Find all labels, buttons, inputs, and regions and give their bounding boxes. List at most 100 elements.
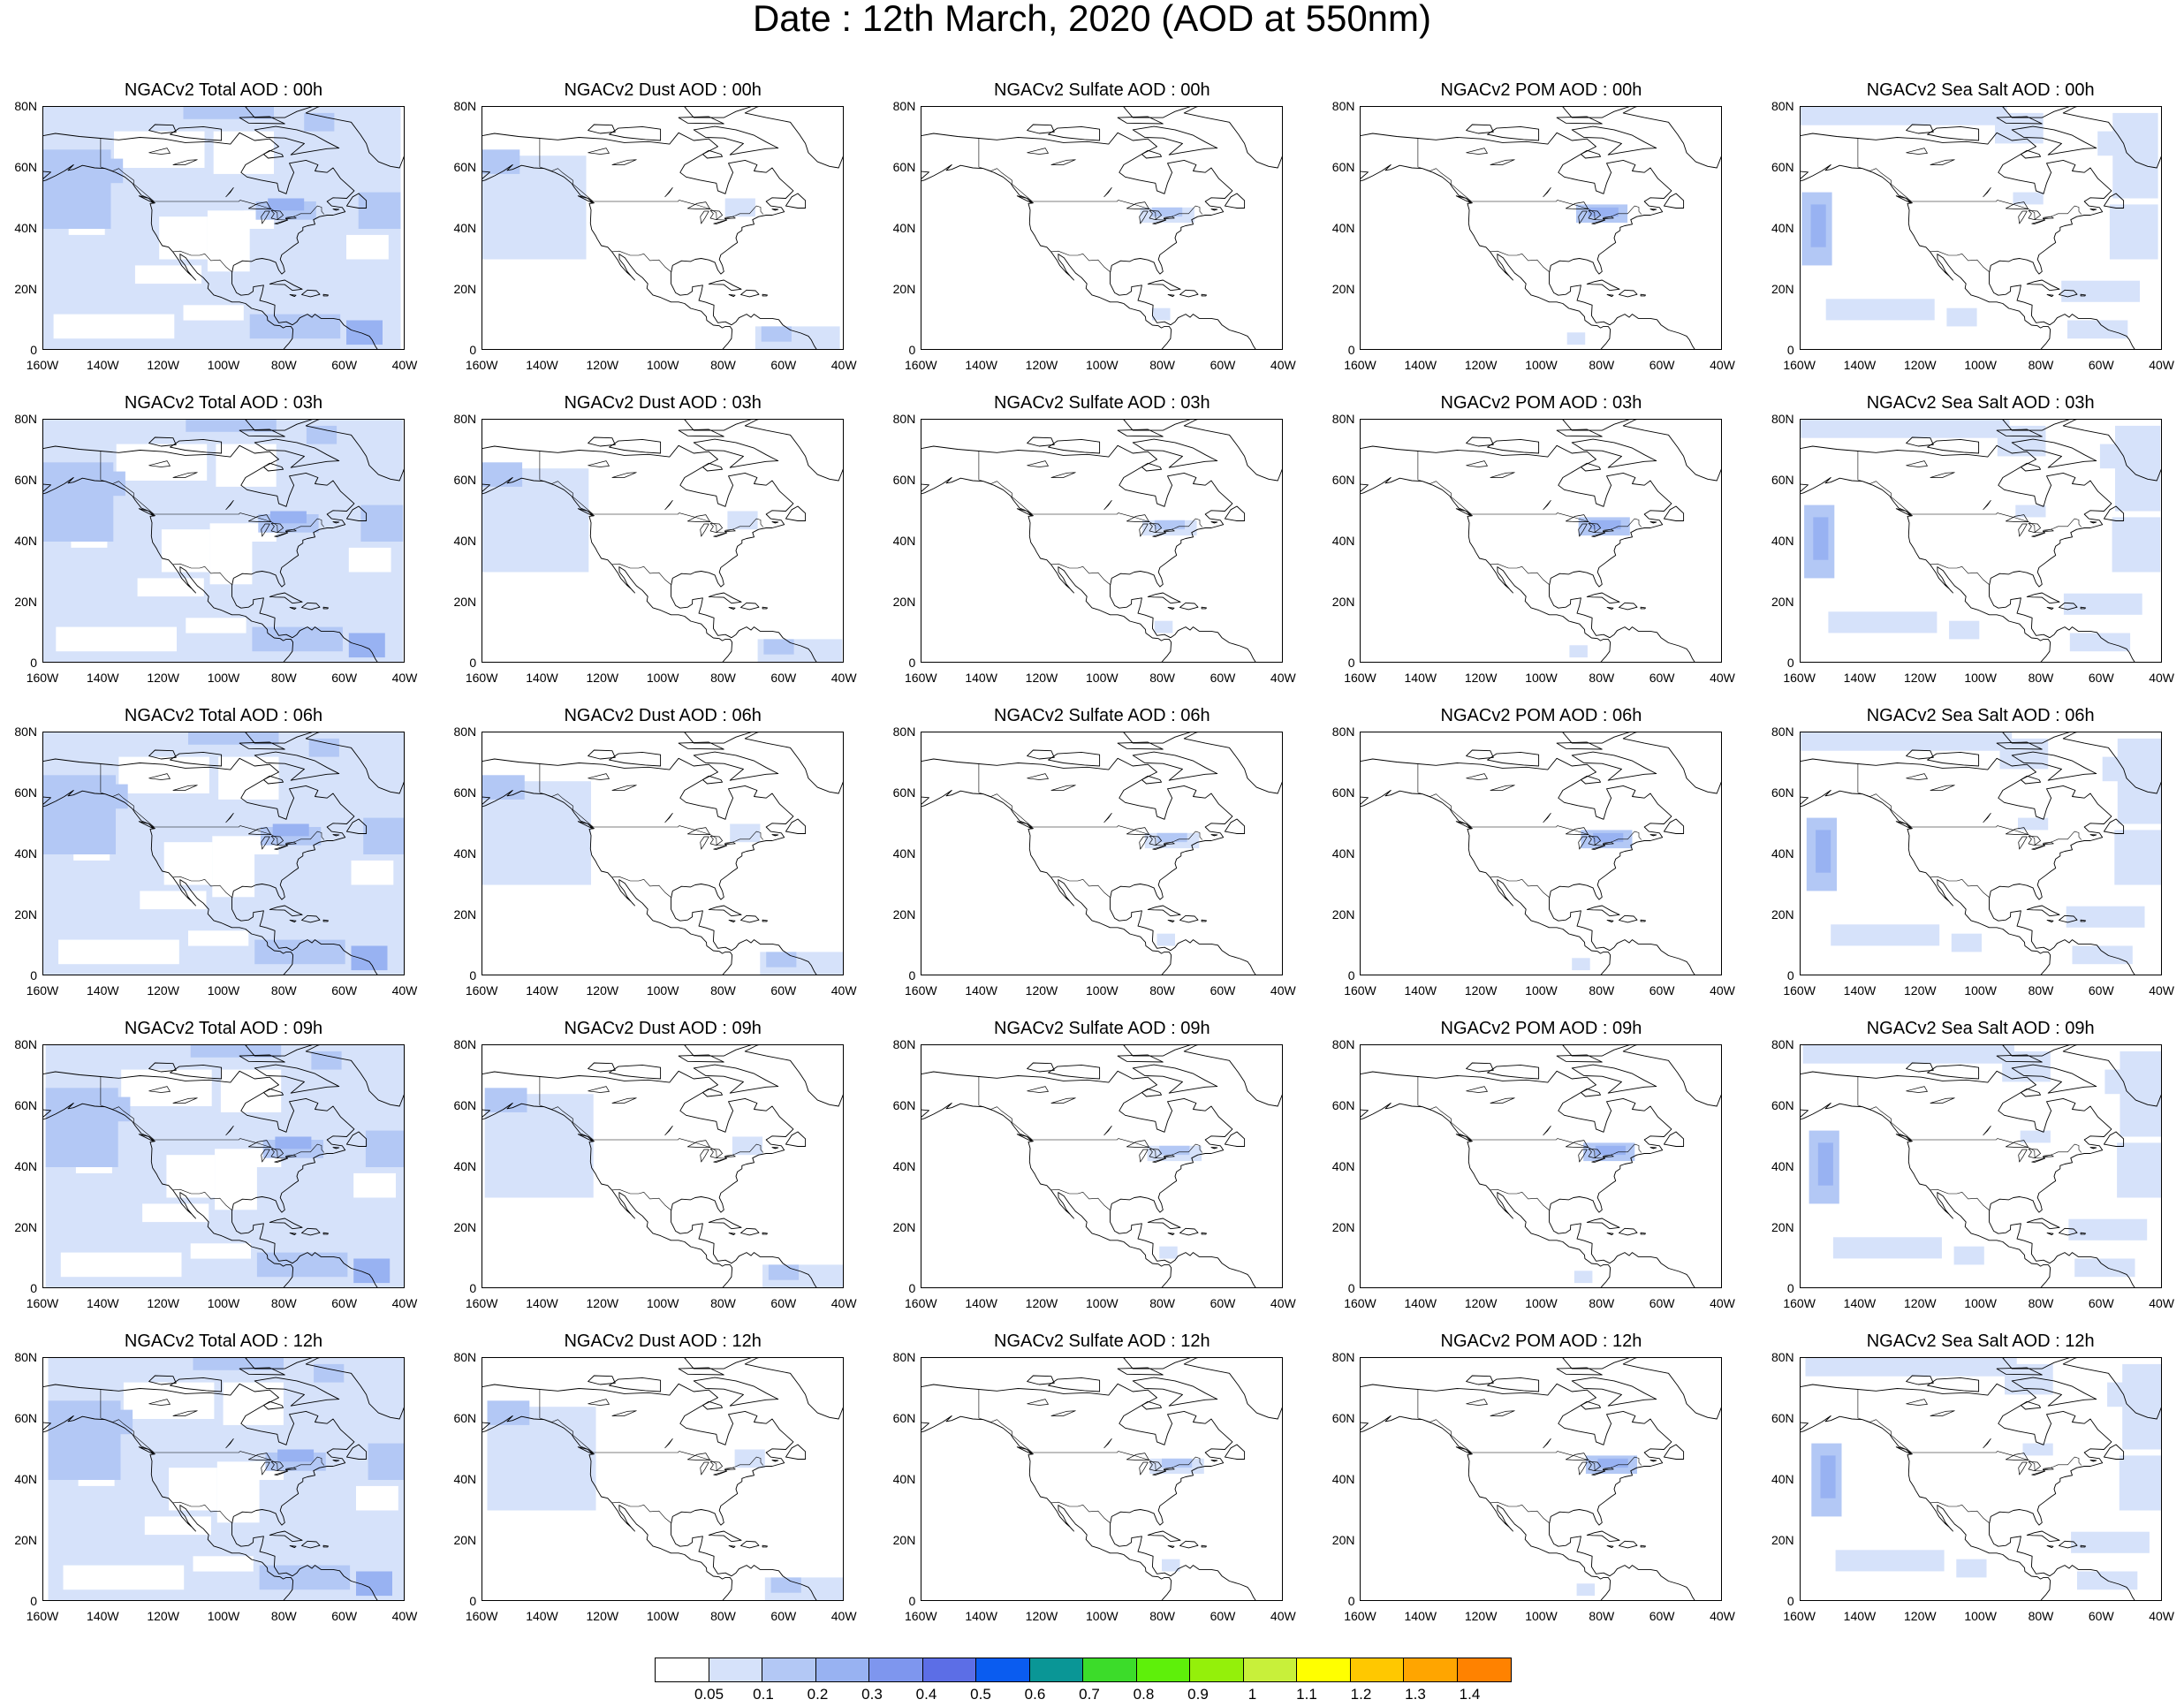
island-outline	[301, 914, 321, 923]
island-outline	[1027, 436, 1056, 447]
island-outline	[170, 1064, 223, 1080]
lon-tick-label: 120W	[586, 671, 619, 685]
lake-outline	[274, 219, 289, 224]
lon-tick-label: 80W	[1589, 671, 1615, 685]
island-outline	[239, 116, 285, 125]
coastline	[482, 1383, 817, 1600]
aod-field-patch	[1569, 645, 1589, 658]
lake-outline	[664, 187, 673, 198]
country-border	[172, 563, 232, 585]
coastline	[921, 757, 1256, 975]
island-outline	[2011, 438, 2097, 468]
lat-tick-label: 20N	[14, 282, 37, 296]
lake-outline	[1591, 1157, 1606, 1163]
island-outline	[1650, 1460, 1657, 1462]
island-outline	[1895, 1134, 1912, 1142]
lake-outline	[148, 148, 171, 155]
lat-tick-label: 80N	[1331, 1037, 1355, 1051]
island-outline	[170, 751, 223, 767]
lake-outline	[2017, 1461, 2028, 1476]
lat-tick-label: 0	[1786, 1281, 1794, 1295]
lat-tick-label: 60N	[1771, 473, 1794, 487]
lat-tick-label: 0	[1347, 968, 1355, 982]
lon-tick-label: 100W	[207, 1296, 240, 1310]
island-outline	[2020, 1400, 2041, 1410]
lake-outline	[1543, 1126, 1552, 1136]
island-outline	[578, 1134, 594, 1142]
lake-outline	[1578, 836, 1589, 850]
lake-outline	[1027, 1399, 1050, 1406]
island-outline	[2080, 1232, 2086, 1235]
lake-outline	[1050, 1097, 1076, 1104]
lon-tick-label: 160W	[1344, 671, 1376, 685]
lon-tick-label: 40W	[1270, 1296, 1296, 1310]
aod-field-patch	[1159, 1246, 1179, 1259]
aod-field-patch	[769, 1264, 800, 1280]
island-outline	[305, 1045, 404, 1107]
aod-field-patch	[53, 314, 175, 339]
island-outline	[254, 751, 340, 781]
lon-tick-label: 40W	[830, 1296, 857, 1310]
country-border	[978, 451, 1203, 534]
lon-tick-label: 40W	[2149, 358, 2175, 372]
lake-outline	[1027, 460, 1050, 467]
aod-field-patch	[2066, 320, 2127, 339]
map-svg	[921, 1358, 1283, 1600]
lake-outline	[172, 472, 198, 478]
lon-tick-label: 100W	[1525, 671, 1558, 685]
colorbar-box	[922, 1658, 976, 1681]
lon-tick-label: 100W	[1525, 358, 1558, 372]
aod-field-patch	[159, 216, 208, 260]
country-border	[978, 1389, 1203, 1472]
coastline	[43, 164, 294, 349]
aod-field-patch	[118, 756, 209, 793]
aod-field-patch	[1953, 1246, 1984, 1265]
lat-tick-label: 80N	[453, 1037, 477, 1051]
island-outline	[728, 920, 736, 923]
country-border	[1930, 563, 1990, 585]
country-border	[1418, 763, 1642, 846]
map-panel-pom-4: NGACv2 POM AOD : 12h 80N 60N 40N 20N 0 160W 140…	[1317, 1331, 1759, 1640]
lat-tick-label: 0	[908, 656, 916, 670]
island-outline	[1587, 1530, 1621, 1543]
aod-field-patch	[2022, 1443, 2053, 1456]
lat-tick-label: 20N	[1331, 1220, 1355, 1234]
colorbar-label: 1.2	[1350, 1686, 1372, 1703]
lat-tick-label: 40N	[892, 534, 916, 548]
island-outline	[702, 1400, 724, 1410]
lon-tick-label: 120W	[1464, 1296, 1498, 1310]
lake-outline	[2030, 845, 2045, 850]
lake-outline	[1578, 210, 1589, 224]
island-outline	[1557, 1054, 1604, 1063]
map-plot-area	[1360, 106, 1723, 350]
island-outline	[2020, 149, 2041, 159]
coastline	[1800, 1415, 2051, 1600]
aod-field-patch	[1567, 332, 1586, 345]
lat-tick-label: 0	[908, 343, 916, 357]
lake-outline	[1050, 785, 1076, 791]
island-outline	[138, 195, 155, 204]
island-outline	[2046, 920, 2054, 923]
island-outline	[148, 749, 177, 760]
island-outline	[2026, 279, 2060, 292]
lake-outline	[1982, 500, 1991, 511]
lon-tick-label: 160W	[1344, 1609, 1376, 1623]
lat-tick-label: 0	[1347, 343, 1355, 357]
lake-outline	[1139, 1461, 1149, 1476]
lon-tick-label: 100W	[1964, 358, 1997, 372]
lake-outline	[1930, 159, 1955, 165]
panel-title: NGACv2 Sea Salt AOD : 03h	[1866, 393, 2095, 413]
coastline	[1361, 164, 1611, 349]
lat-tick-label: 40N	[1331, 1159, 1355, 1173]
colorbar-box	[1404, 1658, 1458, 1681]
lon-tick-label: 160W	[26, 358, 59, 372]
colorbar: 0.05 0.1 0.2 0.3 0.4 0.5 0.6 0.7 0.8 0.9 1 1.1 1.2 1.…	[655, 1658, 1512, 1707]
map-plot-area	[1799, 1357, 2162, 1601]
island-outline	[2002, 732, 2070, 744]
lake-outline	[1591, 219, 1606, 224]
lon-tick-label: 60W	[1210, 358, 1236, 372]
lat-tick-label: 40N	[14, 221, 37, 235]
lon-tick-label: 120W	[1025, 1296, 1058, 1310]
map-svg	[1800, 1358, 2161, 1600]
lon-tick-label: 160W	[1783, 1609, 1816, 1623]
